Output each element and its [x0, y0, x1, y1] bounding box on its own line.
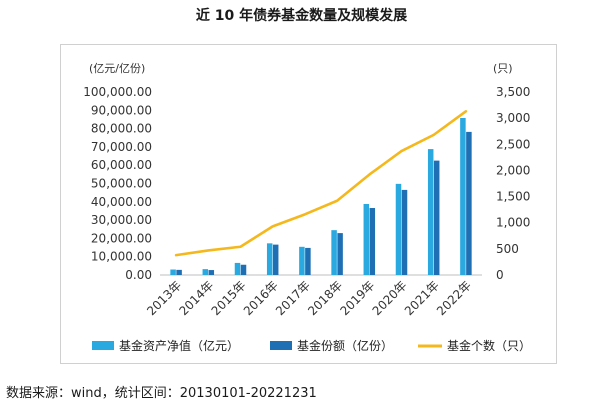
bar-fund-shares: [466, 131, 472, 275]
right-axis: 0 500 1,000 1,500 2,000 2,500 3,000 3,500: [496, 85, 530, 282]
bar-net-asset-value: [170, 269, 176, 275]
right-tick-label: 2,500: [496, 137, 530, 151]
legend-swatch: [270, 341, 292, 350]
x-tick-label: 2013年: [144, 278, 184, 318]
chart-title: 近 10 年债券基金数量及规模发展: [195, 8, 408, 24]
bar-net-asset-value: [266, 243, 273, 275]
x-tick-label: 2014年: [176, 278, 216, 318]
bar-net-asset-value: [234, 262, 241, 275]
x-tick-label: 2016年: [241, 278, 281, 318]
legend-label: 基金资产净值（亿元）: [119, 338, 239, 353]
legend-swatch: [92, 341, 114, 350]
bar-fund-shares: [208, 270, 215, 275]
right-tick-label: 3,000: [496, 111, 530, 125]
right-tick-label: 3,500: [496, 85, 530, 99]
bar-fund-shares: [401, 189, 408, 275]
chart-frame: [60, 44, 557, 364]
left-tick-label: 90,000.00: [91, 103, 152, 117]
left-tick-label: 40,000.00: [91, 195, 152, 209]
x-tick-label: 2021年: [402, 278, 442, 318]
bar-fund-shares: [240, 264, 247, 275]
bar-net-asset-value: [395, 183, 402, 275]
legend-label: 基金个数（只）: [447, 338, 531, 353]
left-tick-label: 100,000.00: [83, 85, 152, 99]
legend-label: 基金份额（亿份）: [297, 338, 393, 353]
left-axis: 0.00 10,000.00 20,000.00 30,000.00 40,000.00…: [83, 85, 152, 282]
bar-net-asset-value: [331, 230, 337, 275]
x-tick-label: 2020年: [370, 278, 410, 318]
left-tick-label: 80,000.00: [91, 122, 152, 136]
bar-fund-shares: [337, 233, 343, 275]
right-tick-label: 2,000: [496, 163, 530, 177]
left-tick-label: 0.00: [125, 268, 152, 282]
right-axis-unit: (只): [493, 62, 513, 75]
x-tick-label: 2019年: [337, 278, 377, 318]
bar-net-asset-value: [299, 246, 305, 275]
source-note: 数据来源：wind，统计区间：20130101-20221231: [6, 386, 317, 401]
x-tick-label: 2017年: [273, 278, 313, 318]
x-axis-labels: 2013年2014年2015年2016年2017年2018年2019年2020年…: [144, 278, 474, 318]
bar-fund-shares: [433, 160, 440, 275]
right-tick-label: 1,000: [496, 216, 530, 230]
left-axis-unit: (亿元/亿份): [89, 62, 145, 75]
bar-net-asset-value: [460, 117, 466, 276]
right-tick-label: 1,500: [496, 190, 530, 204]
left-tick-label: 10,000.00: [91, 250, 152, 264]
bar-net-asset-value: [202, 269, 209, 275]
left-tick-label: 60,000.00: [91, 158, 152, 172]
left-tick-label: 20,000.00: [91, 231, 152, 245]
left-tick-label: 70,000.00: [91, 140, 152, 154]
left-tick-label: 50,000.00: [91, 177, 152, 191]
bar-fund-shares: [305, 247, 311, 275]
count-line-group: [174, 110, 468, 257]
x-tick-label: 2022年: [434, 278, 474, 318]
right-tick-label: 500: [496, 242, 519, 256]
bar-fund-shares: [272, 244, 279, 275]
bar-fund-shares: [176, 269, 182, 275]
legend: 基金资产净值（亿元） 基金份额（亿份） 基金个数（只）: [92, 338, 531, 353]
line-fund-count: [174, 110, 468, 257]
x-tick-label: 2015年: [209, 278, 249, 318]
right-tick-label: 0: [496, 268, 504, 282]
bars-group: [170, 117, 472, 276]
bar-net-asset-value: [363, 203, 370, 275]
bar-net-asset-value: [427, 149, 434, 275]
left-tick-label: 30,000.00: [91, 213, 152, 227]
bar-fund-shares: [369, 208, 376, 275]
x-tick-label: 2018年: [305, 278, 345, 318]
